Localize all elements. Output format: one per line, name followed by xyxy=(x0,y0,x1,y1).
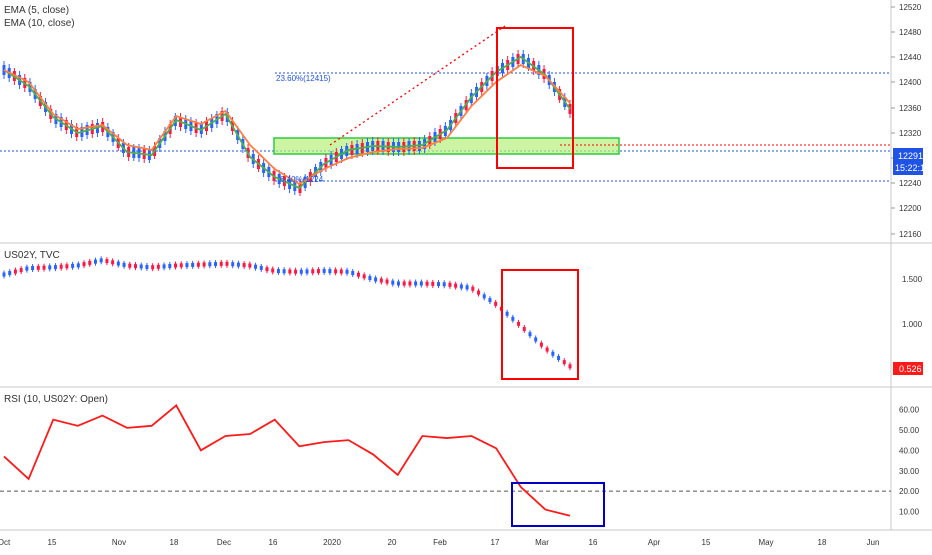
x-tick-label: 20 xyxy=(388,538,397,547)
x-tick-label: 16 xyxy=(269,538,278,547)
x-tick-label: 18 xyxy=(818,538,827,547)
x-tick-label: Nov xyxy=(112,538,126,547)
x-tick-label: Mar xyxy=(535,538,549,547)
x-tick-label: 17 xyxy=(491,538,500,547)
trend-line xyxy=(329,25,506,146)
price-tick-label: 12480 xyxy=(899,28,922,37)
x-tick-label: Feb xyxy=(433,538,447,547)
legend-ema-slow: EMA (10, close) xyxy=(4,18,75,29)
rsi-tick-label: 40.00 xyxy=(899,446,920,455)
price-candle xyxy=(2,65,6,75)
yield-tick-label: 1.000 xyxy=(902,320,923,329)
price-tick-label: 12360 xyxy=(899,104,922,113)
rsi-tick-label: 50.00 xyxy=(899,426,920,435)
ema-fast-line xyxy=(3,55,571,190)
price-tick-label: 12400 xyxy=(899,78,922,87)
price-tick-label: 12520 xyxy=(899,3,922,12)
yield-highlight-box xyxy=(501,269,579,380)
axis-layer: 1216012200122401228012320123601240012440… xyxy=(0,3,923,547)
x-tick-label: Dec xyxy=(217,538,231,547)
price-tick-label: 12440 xyxy=(899,53,922,62)
price-highlight-box xyxy=(496,27,574,169)
rsi-tick-label: 10.00 xyxy=(899,508,920,517)
legend-rsi: RSI (10, US02Y: Open) xyxy=(4,394,108,405)
legend-ema-fast: EMA (5, close) xyxy=(4,5,69,16)
current-yield-tag xyxy=(893,362,923,375)
x-tick-label: Jun xyxy=(867,538,880,547)
plot-layer xyxy=(0,25,891,527)
fib-label-640: 6.40%(1224 xyxy=(280,175,324,184)
current-price-tag xyxy=(893,148,923,175)
x-tick-label: Oct xyxy=(0,538,11,547)
current-price-label: 12291 xyxy=(898,151,923,161)
rsi-line xyxy=(3,403,571,517)
price-tick-label: 12320 xyxy=(899,129,922,138)
rsi-tick-label: 60.00 xyxy=(899,405,920,414)
x-tick-label: May xyxy=(758,538,773,547)
x-tick-label: 15 xyxy=(702,538,711,547)
x-tick-label: 15 xyxy=(48,538,57,547)
rsi-tick-label: 30.00 xyxy=(899,467,920,476)
x-tick-label: 16 xyxy=(589,538,598,547)
price-tick-label: 12160 xyxy=(899,230,922,239)
rsi-tick-label: 20.00 xyxy=(899,487,920,496)
countdown-label: 15:22:15 xyxy=(895,163,930,173)
x-tick-label: Apr xyxy=(648,538,661,547)
x-tick-label: 18 xyxy=(170,538,179,547)
rsi-highlight-box xyxy=(511,482,605,527)
x-tick-label: 2020 xyxy=(323,538,341,547)
price-tick-label: 12200 xyxy=(899,204,922,213)
ema-slow-line xyxy=(3,63,571,186)
fib-label-2360: 23.60%(12415) xyxy=(276,74,331,83)
legend-yield: US02Y, TVC xyxy=(4,250,60,261)
yield-tick-label: 1.500 xyxy=(902,275,923,284)
current-yield-label: 0.526 xyxy=(899,364,922,374)
support-zone xyxy=(273,137,620,155)
price-tick-label: 12240 xyxy=(899,179,922,188)
